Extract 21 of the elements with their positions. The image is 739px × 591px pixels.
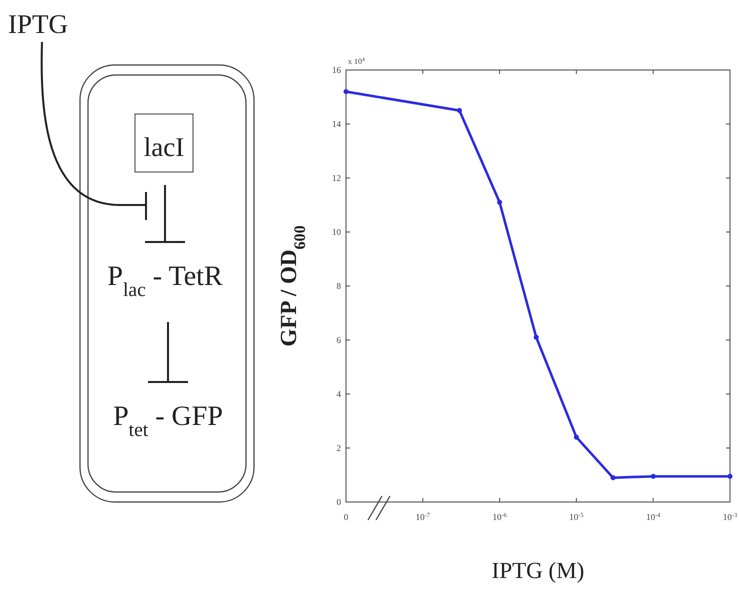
y-tick-label: 4 [336, 389, 342, 399]
x-axis-title: IPTG (M) [492, 558, 584, 583]
x-tick-label: 10$^{-5}$ [569, 512, 584, 522]
y-tick-label: 12 [332, 173, 341, 183]
text: P$_{lac}$ - TetR [107, 261, 223, 300]
text: lacI [144, 132, 184, 162]
text: IPTG [8, 9, 68, 39]
y-tick-label: 10 [332, 227, 342, 237]
y-tick-label: 16 [332, 65, 342, 75]
y-tick-label: 8 [336, 281, 342, 291]
text: P$_{tet}$ - GFP [113, 401, 223, 440]
x-tick-label: 10$^{-6}$ [492, 512, 507, 522]
text: x 10$^{4}$ [348, 57, 365, 66]
y-tick-label: 14 [332, 119, 342, 129]
y-tick-label: 2 [336, 443, 341, 453]
y-tick-label: 6 [336, 335, 342, 345]
y-tick-label: 0 [336, 497, 342, 507]
x-tick-label: 10$^{-4}$ [646, 512, 662, 522]
x-tick-label: 0 [344, 512, 349, 522]
x-tick-label: 10$^{-7}$ [416, 512, 430, 522]
x-tick-label: 10$^{-3}$ [722, 512, 738, 522]
